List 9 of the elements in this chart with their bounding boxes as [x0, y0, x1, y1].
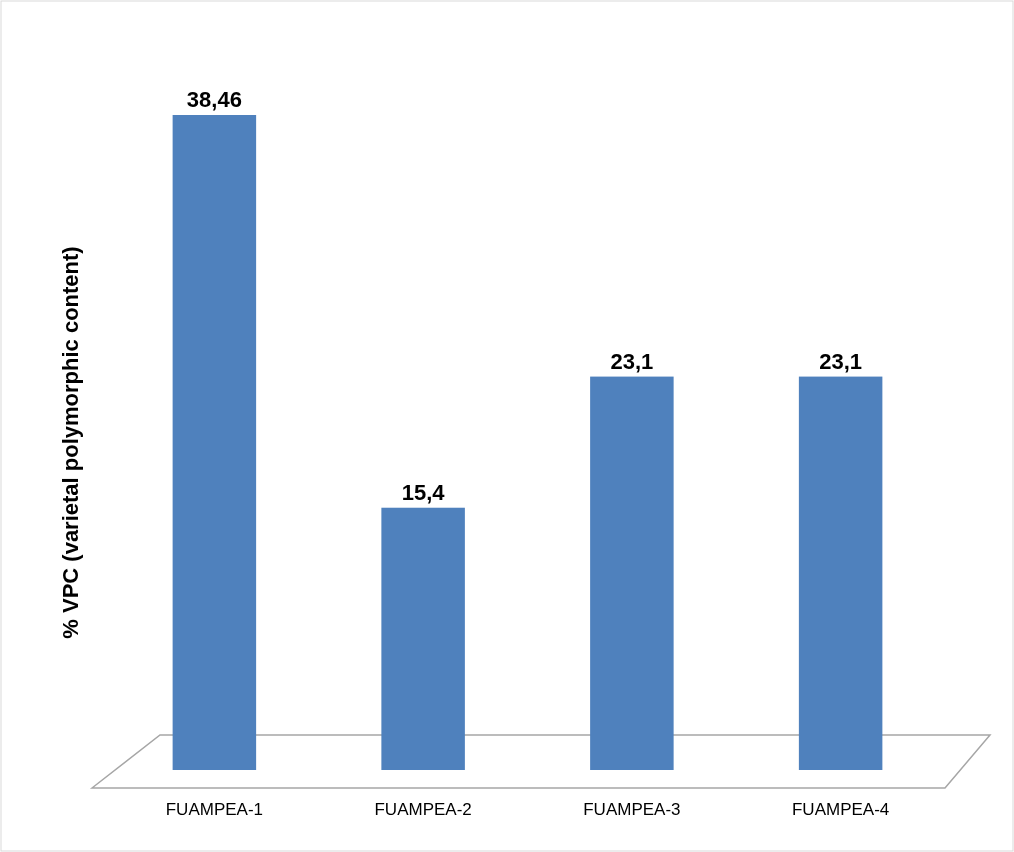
data-label: 15,4 — [401, 479, 446, 505]
x-tick-label: FUAMPEA-4 — [791, 800, 890, 819]
data-label: 23,1 — [819, 348, 863, 374]
data-label: 38,46 — [186, 87, 242, 112]
y-axis-title: % VPC (varietal polymorphic content) — [58, 246, 83, 639]
x-tick-label: FUAMPEA-1 — [165, 800, 264, 819]
data-label: 23,1 — [610, 348, 654, 374]
x-tick-label: FUAMPEA-2 — [374, 800, 472, 819]
x-tick-label: FUAMPEA-3 — [583, 800, 681, 819]
